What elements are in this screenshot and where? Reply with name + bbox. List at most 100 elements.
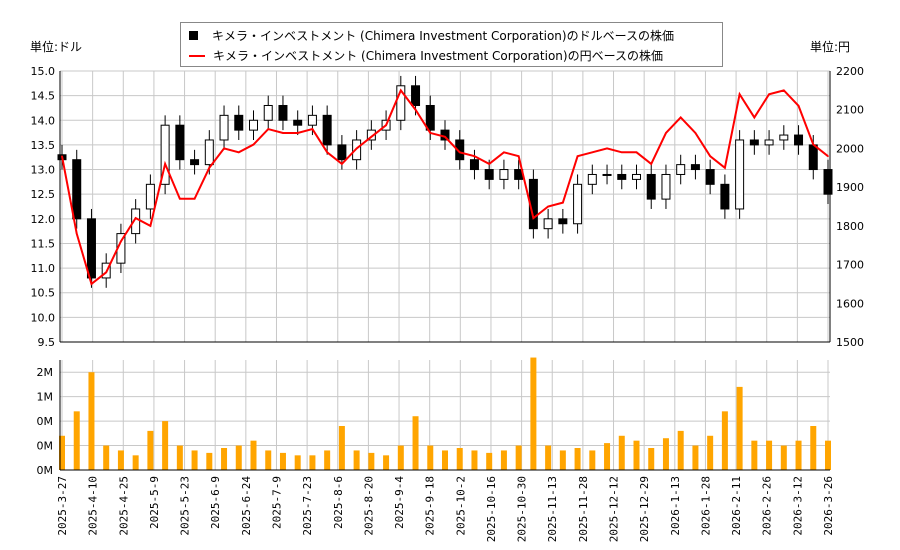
jpy-point: [709, 155, 711, 157]
jpy-point: [650, 163, 653, 165]
volume-bar: [235, 445, 242, 470]
y-left-tick-label: 9.5: [38, 336, 56, 349]
jpy-point: [444, 136, 446, 138]
volume-bar: [117, 450, 124, 470]
jpy-point: [120, 240, 122, 243]
candle-body: [72, 159, 82, 220]
volume-bar: [73, 411, 80, 470]
jpy-point: [694, 132, 697, 134]
legend-entry-jpy: キメラ・インベストメント (Chimera Investment Corpora…: [189, 47, 663, 64]
volume-bar: [574, 448, 581, 470]
candle-body: [145, 183, 155, 210]
left-unit-label: 単位:ドル: [30, 40, 83, 54]
legend-swatch-usd: [189, 31, 198, 40]
volume-bar: [132, 455, 139, 470]
volume-bar: [486, 452, 493, 470]
volume-bar: [692, 445, 699, 470]
candle-body: [293, 119, 303, 126]
candle-body: [690, 164, 700, 171]
volume-bar: [677, 430, 684, 470]
volume-bar: [780, 445, 787, 470]
candle-body: [234, 114, 244, 131]
candle-body: [543, 218, 553, 230]
candle-body: [720, 183, 730, 210]
x-tick-label: 2025-9-4: [393, 476, 406, 529]
y-left-tick-label: 10.5: [31, 287, 56, 300]
jpy-point: [75, 232, 78, 235]
volume-bar: [191, 450, 198, 470]
y-left-tick-label: 13.5: [31, 139, 56, 152]
candle-body: [676, 164, 686, 175]
jpy-point: [326, 151, 328, 154]
volume-bar: [309, 455, 316, 470]
volume-bar: [250, 440, 257, 470]
x-tick-label: 2025-6-9: [209, 476, 222, 529]
candle-body: [484, 169, 494, 180]
x-tick-label: 2025-7-9: [270, 476, 283, 529]
y-right-tick-label: 1500: [836, 336, 864, 349]
x-tick-label: 2025-12-12: [608, 476, 621, 542]
jpy-point: [458, 151, 461, 154]
jpy-point: [296, 132, 299, 134]
candle-body: [411, 85, 421, 106]
jpy-point: [282, 132, 284, 134]
jpy-point: [149, 225, 152, 227]
candle-body: [160, 124, 170, 185]
jpy-point: [532, 217, 535, 219]
volume-bar: [353, 450, 360, 470]
candle-body: [646, 173, 656, 200]
jpy-point: [473, 155, 476, 157]
volume-bar: [559, 450, 566, 470]
y-left-tick-label: 12.0: [31, 213, 56, 226]
x-tick-label: 2025-5-9: [148, 476, 161, 529]
x-tick-label: 2026-3-26: [822, 476, 835, 536]
volume-bar: [206, 452, 213, 470]
candle-body: [764, 139, 774, 146]
volume-bar: [589, 450, 596, 470]
candle-body: [779, 134, 789, 141]
candle-body: [558, 218, 568, 225]
x-tick-label: 2025-6-24: [240, 476, 253, 536]
volume-bar: [368, 452, 375, 470]
candle-body: [573, 183, 583, 225]
candle-body: [190, 159, 200, 166]
y-left-tick-label: 15.0: [31, 65, 56, 78]
x-tick-label: 2025-3-27: [56, 476, 69, 536]
x-tick-label: 2026-2-26: [761, 476, 774, 536]
y-left-tick-label: 13.0: [31, 164, 56, 177]
y-left-tick-label: 14.5: [31, 90, 56, 103]
candle-body: [661, 173, 671, 200]
volume-bar: [825, 440, 831, 470]
candle-body: [263, 104, 273, 121]
candle-body: [396, 85, 406, 121]
jpy-point: [61, 155, 63, 157]
x-tick-label: 2026-3-12: [791, 476, 804, 536]
candle-body: [322, 114, 332, 146]
jpy-point: [400, 89, 402, 92]
jpy-point: [193, 197, 196, 200]
volume-bar: [147, 430, 154, 470]
legend: キメラ・インベストメント (Chimera Investment Corpora…: [180, 22, 723, 67]
volume-bar: [442, 450, 448, 470]
volume-bar: [662, 438, 669, 470]
jpy-point: [414, 108, 417, 111]
jpy-point: [753, 116, 756, 119]
volume-bar: [279, 452, 286, 470]
candle-body: [337, 144, 347, 161]
volume-bar: [751, 440, 758, 470]
volume-bar: [324, 450, 331, 470]
jpy-point: [341, 163, 343, 165]
volume-bar: [59, 435, 65, 470]
x-tick-label: 2025-4-10: [87, 476, 100, 536]
jpy-point: [385, 124, 387, 126]
candle-body: [808, 144, 818, 171]
jpy-point: [355, 147, 358, 150]
jpy-point: [606, 147, 608, 150]
volume-bar: [707, 435, 714, 470]
jpy-point: [370, 136, 373, 138]
jpy-point: [429, 132, 432, 134]
volume-bar: [176, 445, 183, 470]
volume-tick-label: 0M: [37, 415, 54, 428]
y-right-tick-label: 1900: [836, 181, 864, 194]
